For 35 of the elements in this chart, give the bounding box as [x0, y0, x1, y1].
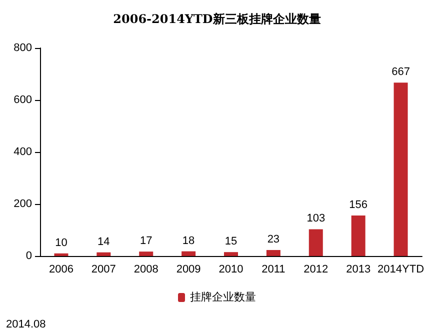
- y-tick-label: 200: [14, 198, 32, 210]
- bar: [351, 215, 366, 256]
- data-label: 18: [182, 234, 195, 247]
- bar: [54, 253, 68, 256]
- bar: [96, 252, 111, 256]
- x-tick-label: 2006: [48, 264, 74, 276]
- y-tick-label: 600: [14, 94, 32, 106]
- y-tick-label: 0: [26, 250, 32, 262]
- bar: [308, 229, 323, 256]
- x-tick-label: 2011: [262, 264, 286, 276]
- data-label: 15: [224, 236, 238, 248]
- y-tick-label: 800: [14, 42, 32, 54]
- data-label: 23: [267, 234, 280, 246]
- x-tick-label: 2010: [218, 264, 244, 276]
- x-tick-label: 2008: [134, 264, 158, 276]
- x-tick-label: 2012: [304, 264, 328, 276]
- data-label: 17: [140, 235, 152, 248]
- data-label: 14: [98, 236, 110, 248]
- data-label: 10: [55, 236, 68, 249]
- x-tick-label: 2014YTD: [378, 264, 424, 276]
- data-label: 667: [392, 66, 410, 78]
- legend-label: 挂牌企业数量: [190, 290, 256, 304]
- text: 2014.08: [6, 318, 46, 330]
- x-tick-label: 2007: [91, 264, 116, 276]
- data-label: 156: [349, 198, 368, 211]
- bar: [224, 252, 238, 256]
- x-tick-label: 2009: [176, 264, 201, 276]
- bar: [266, 250, 280, 256]
- bar: [182, 251, 196, 256]
- x-tick-label: 2013: [346, 264, 371, 276]
- bar: [139, 252, 154, 256]
- bar: [394, 82, 408, 256]
- data-label: 103: [306, 212, 326, 225]
- chart-title: 2006-2014YTD新三板挂牌企业数量: [113, 12, 321, 26]
- y-tick-label: 400: [14, 146, 32, 158]
